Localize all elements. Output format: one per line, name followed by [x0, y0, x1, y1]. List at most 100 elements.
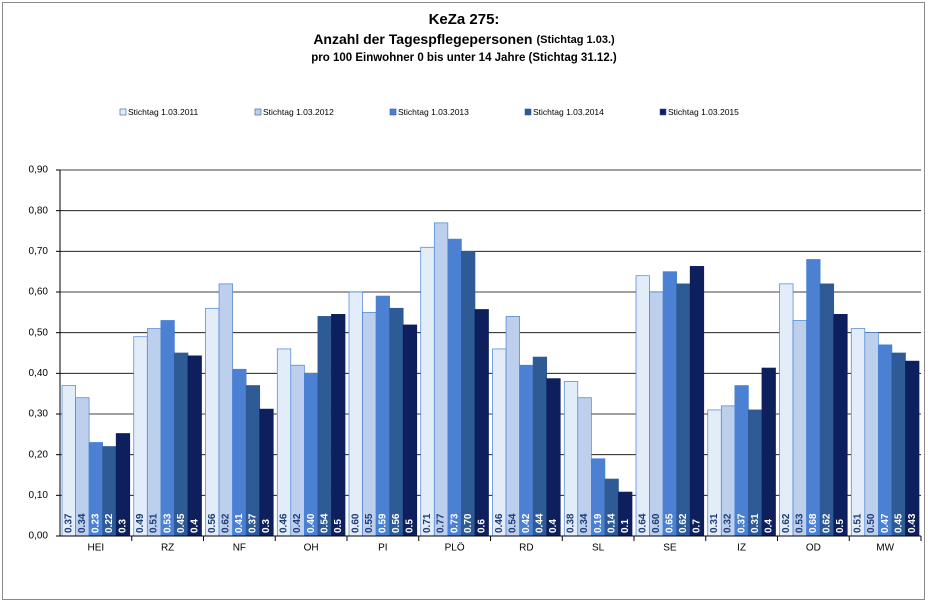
bar — [761, 367, 776, 537]
x-tick-label: MW — [876, 543, 894, 554]
x-tick-label: SE — [663, 543, 677, 554]
value-label: 0.68 — [808, 513, 819, 533]
value-label: 0.7 — [692, 519, 703, 533]
chart-subtitle-2: pro 100 Einwohner 0 bis unter 14 Jahre (… — [311, 52, 617, 64]
bar — [649, 291, 664, 537]
bar — [519, 364, 534, 537]
legend-label: Stichtag 1.03.2011 — [128, 107, 199, 117]
value-label: 0.37 — [736, 513, 747, 533]
subtitle-main: Anzahl der Tagespflegepersonen — [313, 31, 532, 47]
x-tick-label: PLÖ — [445, 542, 465, 554]
x-tick-label: PI — [378, 543, 387, 554]
value-label: 0.77 — [436, 513, 447, 533]
bar — [806, 259, 821, 537]
bar — [905, 360, 920, 537]
value-label: 0.60 — [350, 513, 361, 533]
value-label: 0.32 — [723, 513, 734, 533]
value-label: 0.14 — [606, 513, 617, 533]
bar — [819, 283, 835, 537]
bar — [676, 283, 691, 537]
y-tick-label: 0,00 — [29, 531, 49, 542]
bar — [187, 355, 202, 537]
legend-label: Stichtag 1.03.2014 — [533, 107, 604, 117]
value-label: 0.71 — [422, 513, 433, 533]
value-label: 0.53 — [794, 513, 805, 533]
bar — [563, 381, 579, 537]
legend-swatch — [524, 108, 532, 116]
value-label: 0.62 — [822, 513, 833, 533]
value-label: 0.45 — [176, 513, 187, 533]
bar — [635, 275, 650, 537]
x-tick-label: IZ — [737, 543, 746, 554]
value-label: 0.45 — [893, 513, 904, 533]
bar — [779, 283, 794, 537]
bar — [304, 372, 319, 537]
value-label: 0.44 — [535, 513, 546, 533]
bar — [205, 307, 220, 537]
y-tick-label: 0,10 — [29, 490, 49, 501]
bar — [891, 352, 906, 537]
legend-label: Stichtag 1.03.2012 — [263, 107, 334, 117]
value-label: 0.42 — [292, 513, 303, 533]
bar — [792, 320, 807, 537]
legend-label: Stichtag 1.03.2013 — [398, 107, 469, 117]
value-label: 0.31 — [709, 513, 720, 533]
x-tick-label: OD — [806, 543, 821, 554]
value-label: 0.73 — [449, 513, 460, 533]
y-tick-label: 0,40 — [29, 368, 49, 379]
value-label: 0.34 — [579, 513, 590, 533]
value-label: 0.56 — [207, 513, 218, 533]
value-label: 0.37 — [63, 513, 74, 533]
bar — [375, 295, 391, 537]
bar — [492, 348, 507, 537]
value-label: 0.5 — [835, 519, 846, 533]
value-label: 0.4 — [763, 519, 774, 533]
bar — [160, 320, 175, 537]
bar — [146, 328, 162, 537]
bar — [402, 324, 418, 537]
value-label: 0.19 — [593, 513, 604, 533]
x-tick-label: RZ — [161, 543, 174, 554]
value-label: 0.42 — [521, 513, 532, 533]
bar — [864, 332, 879, 537]
bar — [174, 352, 189, 537]
bar — [505, 316, 520, 537]
value-label: 0.37 — [248, 513, 259, 533]
value-label: 0.4 — [548, 519, 559, 533]
bar — [689, 266, 705, 537]
bar — [447, 238, 462, 537]
bar — [474, 309, 489, 537]
chart-subtitle: Anzahl der Tagespflegepersonen (Stichtag … — [313, 31, 615, 47]
value-label: 0.41 — [234, 513, 245, 533]
value-label: 0.5 — [405, 519, 416, 533]
bar — [317, 316, 332, 537]
value-label: 0.56 — [391, 513, 402, 533]
value-label: 0.65 — [665, 513, 676, 533]
bar — [546, 378, 561, 537]
value-label: 0.50 — [866, 513, 877, 533]
bar — [389, 307, 404, 537]
value-label: 0.55 — [364, 513, 375, 533]
x-tick-label: OH — [304, 543, 319, 554]
value-label: 0.62 — [678, 513, 689, 533]
value-label: 0.31 — [750, 513, 761, 533]
value-label: 0.51 — [149, 513, 160, 533]
bar — [662, 271, 677, 537]
bar — [850, 328, 866, 537]
value-label: 0.34 — [77, 513, 88, 533]
value-label: 0.64 — [637, 513, 648, 533]
value-label: 0.70 — [463, 513, 474, 533]
bar — [218, 283, 233, 537]
bar — [348, 291, 363, 537]
value-label: 0.59 — [378, 513, 389, 533]
value-label: 0.46 — [494, 513, 505, 533]
value-label: 0.22 — [104, 513, 115, 533]
legend-swatch — [254, 108, 262, 116]
x-tick-label: SL — [592, 543, 605, 554]
value-label: 0.47 — [880, 513, 891, 533]
bar — [290, 364, 305, 537]
y-tick-label: 0,20 — [29, 449, 49, 460]
value-label: 0.38 — [566, 513, 577, 533]
value-label: 0.51 — [853, 513, 864, 533]
